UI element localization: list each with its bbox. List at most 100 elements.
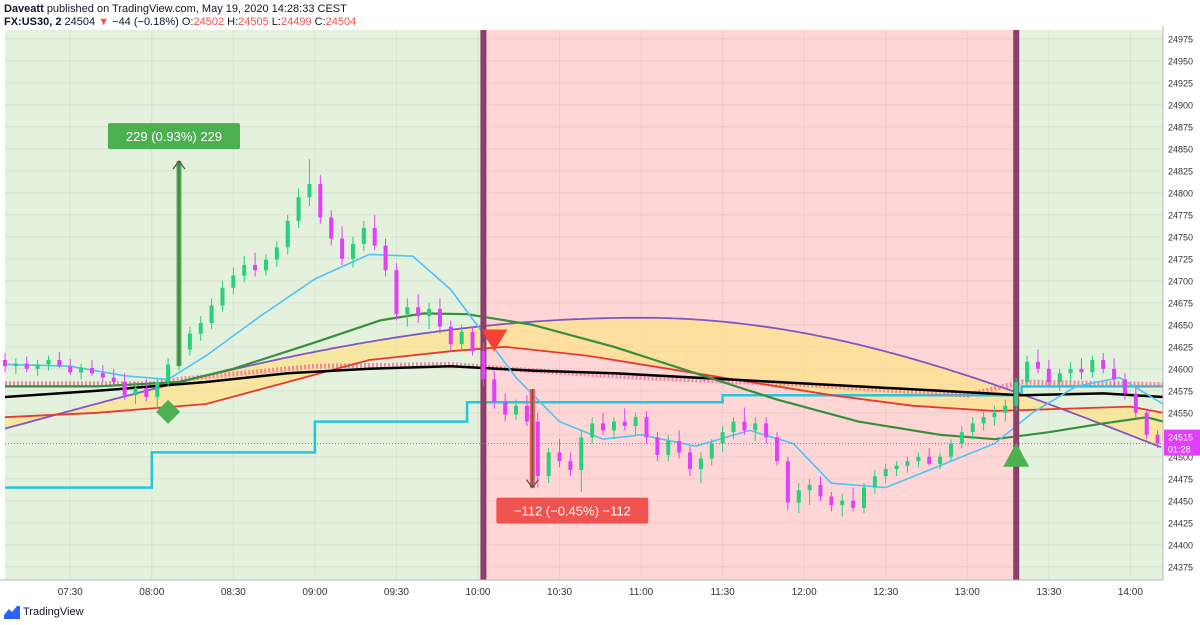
candle (1133, 388, 1138, 418)
candle-body (796, 490, 801, 503)
candle (1046, 360, 1051, 387)
low-value: 24499 (280, 16, 312, 28)
candle-body (307, 184, 312, 198)
candle (851, 487, 856, 512)
candle (481, 342, 486, 387)
zone-green (1016, 30, 1163, 580)
candle-body (372, 228, 377, 246)
candle-body (524, 405, 529, 422)
candle (601, 412, 606, 435)
candle (133, 382, 138, 404)
measure-label-box (496, 497, 649, 524)
candle-body (1003, 405, 1008, 413)
price-tick-label: 24425 (1168, 518, 1193, 528)
candle (1144, 408, 1149, 440)
time-tick-label: 09:30 (384, 587, 409, 598)
candle (361, 220, 366, 251)
candle (405, 298, 410, 327)
measure-label: −112 (−0.45%) −112 (514, 504, 631, 519)
candle-body (557, 452, 562, 462)
candle (948, 439, 953, 462)
candle (187, 326, 192, 356)
tradingview-logo[interactable]: TradingView (4, 605, 84, 619)
candle (753, 417, 758, 441)
candle-body (231, 275, 236, 288)
candle-body (503, 402, 508, 415)
candle-body (416, 307, 421, 316)
candle-body (579, 437, 584, 470)
candle-body (818, 484, 823, 497)
candle-body (1079, 368, 1084, 373)
price-tick-label: 24550 (1168, 408, 1193, 418)
candle-body (448, 326, 453, 345)
candle (514, 399, 519, 420)
publisher-name[interactable]: Daveatt (4, 3, 44, 15)
candle (981, 411, 986, 431)
time-tick-label: 09:00 (302, 587, 327, 598)
last-price-badge-value: 24515 (1168, 433, 1193, 443)
candle-body (166, 364, 171, 382)
candle-body (622, 421, 627, 426)
candle-body (79, 367, 84, 373)
candle-body (677, 440, 682, 453)
candle-body (1035, 361, 1040, 369)
candle (274, 241, 279, 267)
low-label: L: (271, 16, 281, 28)
candle-body (927, 456, 932, 464)
price-tick-label: 24400 (1168, 540, 1193, 550)
candle (590, 417, 595, 444)
high-value: 24505 (238, 16, 269, 28)
candle-body (742, 421, 747, 431)
price-tick-label: 24900 (1168, 100, 1193, 110)
candle-body (1101, 360, 1106, 369)
candle-body (198, 323, 203, 334)
candle (470, 326, 475, 356)
candle (492, 370, 497, 409)
candle (535, 412, 540, 488)
candle (416, 294, 421, 324)
price-tick-label: 24600 (1168, 364, 1193, 374)
candle (709, 439, 714, 466)
candle (938, 452, 943, 470)
candle-body (242, 264, 247, 276)
candle (122, 373, 127, 400)
open-label: O: (181, 16, 194, 28)
candle (427, 302, 432, 330)
candle-body (405, 307, 410, 315)
candle (742, 407, 747, 435)
candle (796, 483, 801, 514)
candle (1112, 358, 1117, 387)
candle-body (1112, 368, 1117, 380)
time-tick-label: 13:00 (955, 587, 980, 598)
candle-body (1155, 434, 1160, 444)
candle-body (274, 247, 279, 260)
candle-body (3, 360, 7, 367)
candle (927, 448, 932, 466)
candle (46, 355, 51, 371)
measure-label-box (107, 123, 240, 150)
candle (155, 377, 160, 409)
price-tick-label: 24475 (1168, 474, 1193, 484)
vwap-line (4, 364, 1164, 399)
candle (394, 263, 399, 321)
price-tick-label: 24850 (1168, 144, 1193, 154)
candle (611, 417, 616, 440)
change-value: −44 (−0.18%) (112, 16, 179, 28)
red-ema-line (4, 345, 1164, 419)
candle-body (459, 331, 464, 345)
candle-body (840, 500, 845, 506)
candle (209, 298, 214, 330)
candle-body (981, 417, 986, 424)
candle-body (1122, 379, 1127, 394)
candle (1003, 399, 1008, 422)
candle (231, 267, 236, 294)
candle (524, 395, 529, 426)
time-tick-label: 08:30 (221, 587, 246, 598)
candle-body (644, 417, 649, 438)
candle (633, 412, 638, 435)
candle-body (133, 388, 138, 396)
candle (677, 430, 682, 459)
candle (546, 448, 551, 484)
price-tick-label: 24975 (1168, 34, 1193, 44)
